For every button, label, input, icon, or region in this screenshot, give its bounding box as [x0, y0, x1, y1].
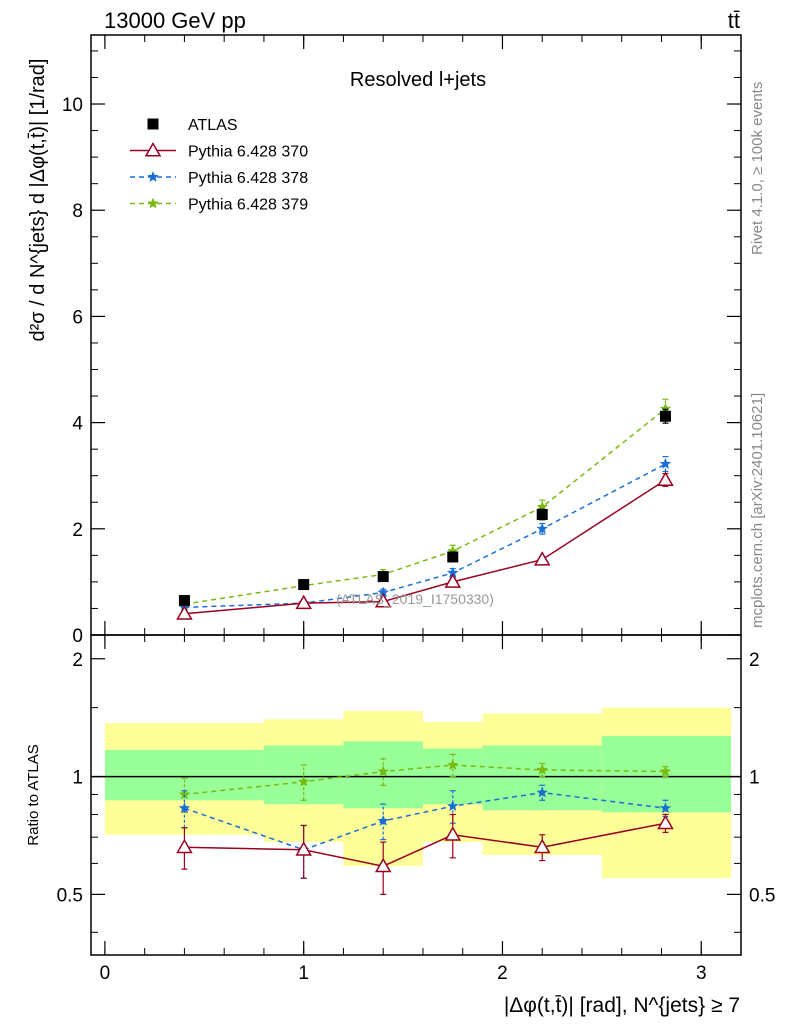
ratio-marks	[176, 753, 674, 895]
ratio-line-pythia-6-428-378	[184, 791, 666, 851]
legend-label: Pythia 6.428 370	[188, 144, 308, 161]
legend-entry-pythia-6-428-378: Pythia 6.428 378	[130, 170, 308, 187]
main-ytick-label: 4	[72, 414, 83, 435]
main-point-pythia-6-428-370	[295, 594, 312, 610]
ratio-y-axis-label: Ratio to ATLAS	[25, 744, 42, 845]
main-point-pythia-6-428-370	[533, 551, 551, 566]
legend-marker	[144, 141, 162, 157]
ratio-line-pythia-6-428-370	[184, 822, 666, 868]
main-point-pythia-6-428-370	[374, 593, 392, 608]
main-point-pythia-6-428-379	[536, 501, 548, 512]
main-ytick-label: 0	[72, 626, 83, 647]
main-marks	[176, 398, 674, 620]
legend-entry-pythia-6-428-370: Pythia 6.428 370	[130, 141, 308, 161]
ratio-frame	[90, 634, 742, 956]
main-point-atlas	[377, 571, 389, 583]
main-ytick-label: 10	[62, 95, 83, 116]
main-title: Resolved l+jets	[350, 69, 486, 91]
ratio-point-pythia-6-428-378	[447, 800, 459, 812]
ratio-point-pythia-6-428-379	[298, 775, 310, 787]
main-point-atlas	[447, 551, 459, 563]
legend-label: ATLAS	[188, 117, 238, 134]
ratio-point-pythia-6-428-378	[659, 802, 672, 814]
main-point-pythia-6-428-378	[536, 522, 548, 534]
main-point-pythia-6-428-370	[657, 471, 674, 486]
ratio-point-pythia-6-428-378	[178, 802, 191, 814]
ratio-point-pythia-6-428-370	[444, 826, 462, 841]
ratio-ytick-label-right: 2	[749, 650, 760, 671]
ratio-ytick-label-right: 1	[749, 768, 760, 789]
ratio-ytick-label: 0.5	[57, 885, 83, 906]
ratio-point-pythia-6-428-379	[536, 763, 548, 775]
legend-marker	[147, 118, 159, 130]
ratio-xtick-label: 2	[497, 963, 508, 984]
legend-label: Pythia 6.428 378	[188, 170, 308, 187]
ratio-point-pythia-6-428-378	[377, 815, 389, 826]
main-axes: 0 2 4 6 8 10	[62, 35, 741, 647]
main-ytick-label: 6	[72, 307, 83, 328]
main-point-atlas	[298, 579, 310, 591]
ratio-point-pythia-6-428-370	[533, 838, 551, 854]
main-point-pythia-6-428-378	[377, 586, 389, 598]
ratio-point-pythia-6-428-379	[178, 788, 191, 800]
legend-label: Pythia 6.428 379	[188, 197, 308, 214]
side-rivet-label: Rivet 4.1.0, ≥ 100k events	[749, 82, 766, 255]
ratio-point-pythia-6-428-370	[374, 857, 392, 873]
main-point-atlas	[178, 594, 190, 606]
ratio-xtick-label: 3	[696, 963, 707, 984]
ratio-axes: 0.5 0.5 1 1 2 2 0 1 2 3	[57, 635, 775, 984]
ratio-point-pythia-6-428-379	[447, 759, 459, 770]
main-panel: 0 2 4 6 8 10 Resolved l+jets (ATLAS_2019_I175…	[27, 34, 742, 647]
x-axis-label: |Δφ(t,t̄)| [rad], N^{jets} ≥ 7	[504, 994, 740, 1017]
ratio-ytick-label-right: 0.5	[749, 885, 775, 906]
ratio-point-pythia-6-428-370	[176, 838, 193, 854]
legend-marker	[147, 197, 159, 209]
main-point-pythia-6-428-370	[176, 605, 193, 620]
header-collision-label: 13000 GeV pp	[104, 8, 246, 33]
main-line-pythia-6-428-378	[184, 463, 666, 609]
legend-marker	[147, 171, 159, 182]
main-y-axis-label: d²σ / d N^{jets} d |Δφ(t,t̄)| [1/rad]	[27, 59, 49, 342]
main-ytick-label: 8	[72, 201, 83, 222]
main-point-pythia-6-428-370	[444, 573, 462, 588]
main-point-pythia-6-428-378	[659, 458, 672, 469]
legend: ATLAS Pythia 6.428 370 Pythia 6.428 378 Pyt…	[130, 117, 308, 214]
ratio-point-pythia-6-428-379	[377, 765, 389, 777]
ratio-ytick-label: 2	[72, 650, 83, 671]
side-mcplots-label: mcplots.cern.ch [arXiv:2401.10621]	[749, 393, 766, 628]
ratio-point-pythia-6-428-370	[657, 814, 674, 830]
ratio-xtick-label: 0	[100, 963, 111, 984]
ratio-point-pythia-6-428-379	[659, 765, 672, 777]
main-ytick-label: 2	[72, 520, 83, 541]
main-point-atlas	[536, 508, 548, 520]
legend-entry-atlas: ATLAS	[147, 117, 238, 134]
ratio-xtick-label: 1	[298, 963, 309, 984]
header-process-label: tt̄	[728, 8, 740, 33]
ratio-point-pythia-6-428-378	[536, 786, 548, 798]
main-watermark: (ATLAS_2019_I1750330)	[336, 591, 494, 607]
legend-entry-pythia-6-428-379: Pythia 6.428 379	[130, 197, 308, 214]
ratio-point-pythia-6-428-370	[295, 841, 312, 856]
main-point-atlas	[659, 410, 671, 422]
ratio-bands	[104, 707, 732, 879]
main-line-pythia-6-428-379	[184, 408, 666, 605]
ratio-ytick-label: 1	[72, 768, 83, 789]
ratio-line-pythia-6-428-379	[184, 764, 666, 796]
main-point-pythia-6-428-378	[447, 566, 459, 578]
main-line-pythia-6-428-370	[184, 479, 666, 615]
ratio-panel: 0.5 0.5 1 1 2 2 0 1 2 3 Ratio to ATLAS |Δφ(t,t̄)|…	[25, 634, 775, 1017]
